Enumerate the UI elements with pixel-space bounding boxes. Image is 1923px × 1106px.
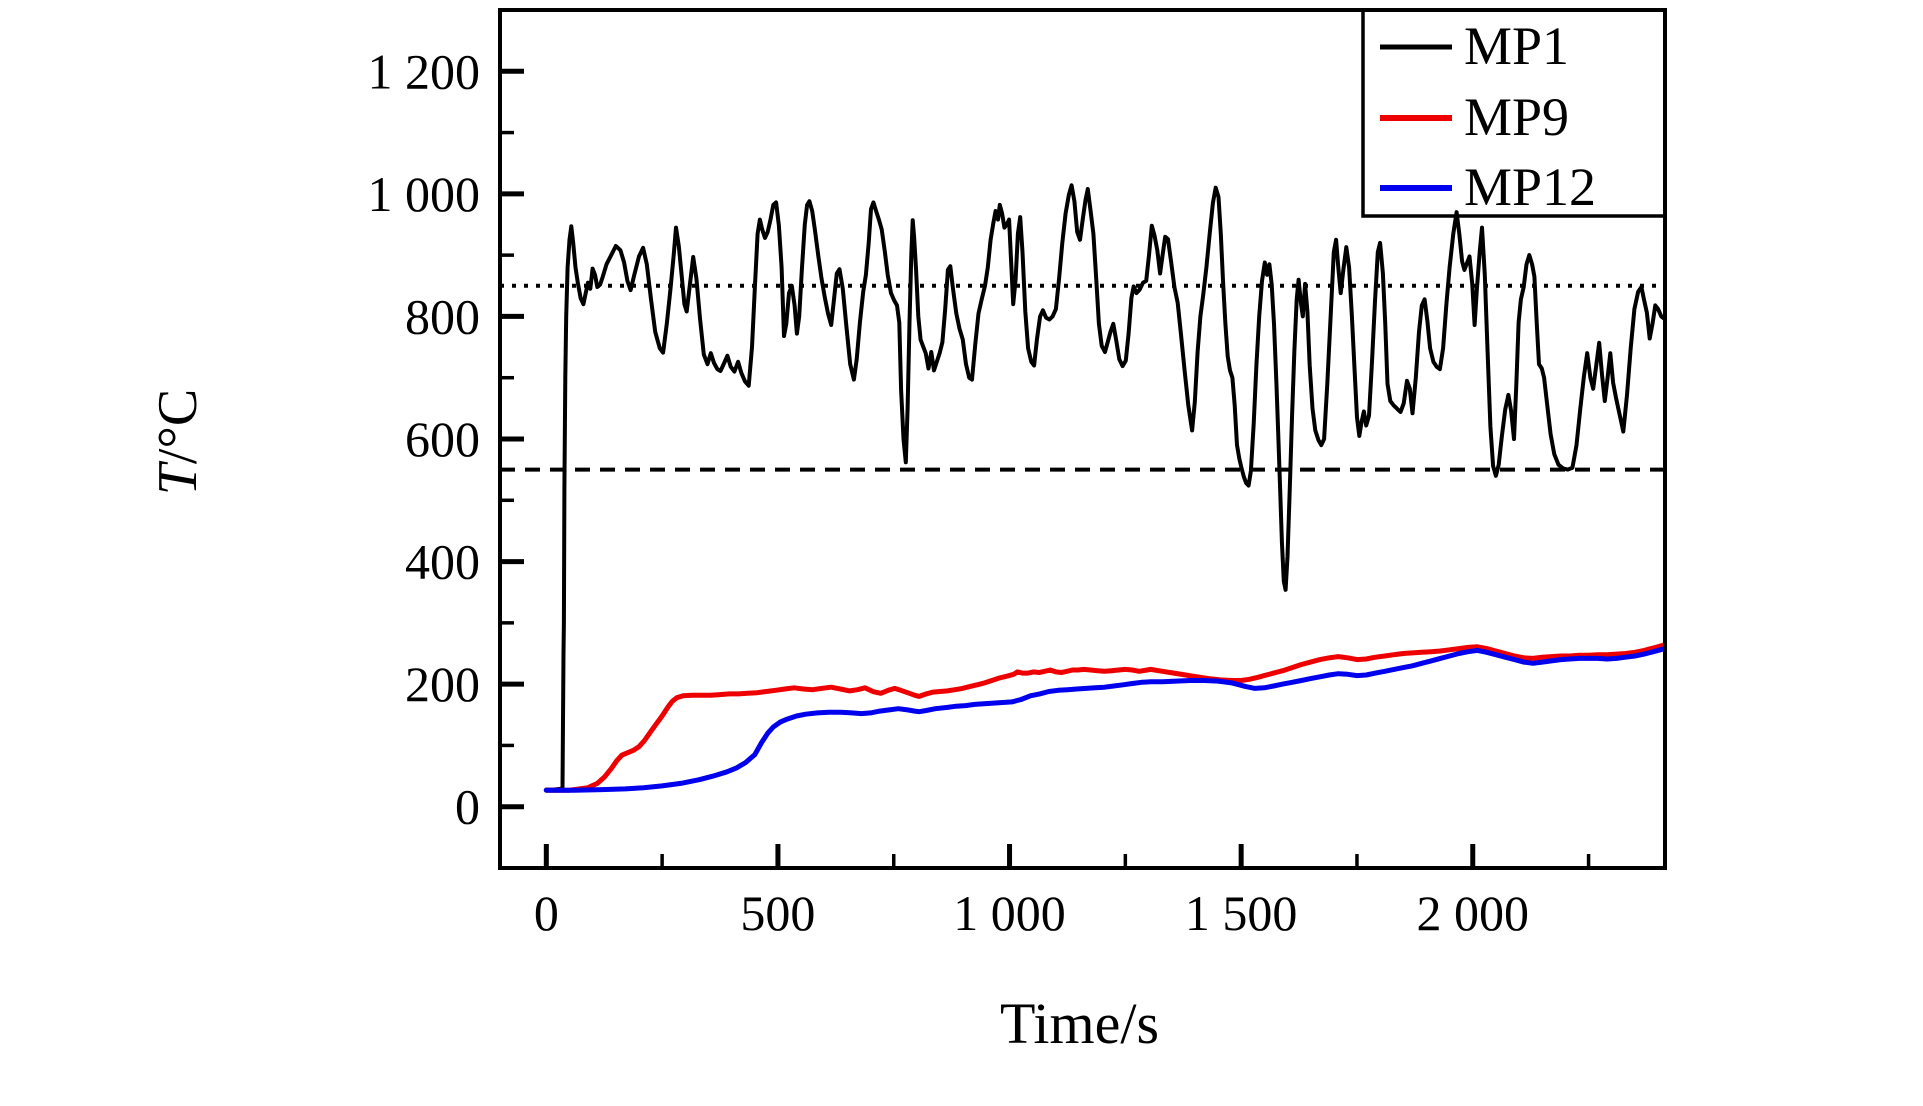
y-tick-label-600: 600 bbox=[405, 411, 480, 467]
x-axis-title: Time/s bbox=[1000, 991, 1159, 1056]
legend-label-MP12: MP12 bbox=[1464, 157, 1596, 217]
series-line-MP9 bbox=[543, 642, 1667, 793]
y-tick-label-1200: 1 200 bbox=[368, 43, 481, 99]
y-tick-label-1000: 1 000 bbox=[368, 166, 481, 222]
y-tick-label-800: 800 bbox=[405, 288, 480, 344]
series-line-MP12 bbox=[543, 646, 1667, 793]
y-tick-label-0: 0 bbox=[455, 779, 480, 835]
series-line-MP1 bbox=[544, 183, 1667, 792]
legend-label-MP1: MP1 bbox=[1464, 16, 1569, 76]
x-tick-label-0: 0 bbox=[534, 885, 559, 941]
x-tick-label-1500: 1 500 bbox=[1185, 885, 1298, 941]
y-tick-label-200: 200 bbox=[405, 656, 480, 712]
y-tick-label-400: 400 bbox=[405, 534, 480, 590]
legend-label-MP9: MP9 bbox=[1464, 87, 1569, 147]
x-tick-label-500: 500 bbox=[740, 885, 815, 941]
x-tick-label-2000: 2 000 bbox=[1417, 885, 1530, 941]
y-axis-title: T/°C bbox=[147, 389, 209, 495]
x-tick-label-1000: 1 000 bbox=[953, 885, 1066, 941]
legend-box bbox=[1361, 8, 1667, 218]
